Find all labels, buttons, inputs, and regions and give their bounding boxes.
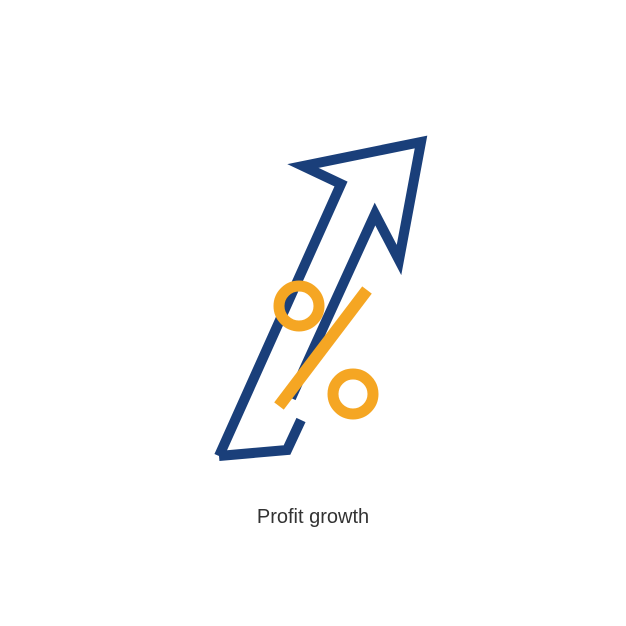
caption: Profit growth xyxy=(257,506,369,529)
profit-growth-icon xyxy=(143,98,483,498)
percent-circle-bottom xyxy=(333,374,373,414)
